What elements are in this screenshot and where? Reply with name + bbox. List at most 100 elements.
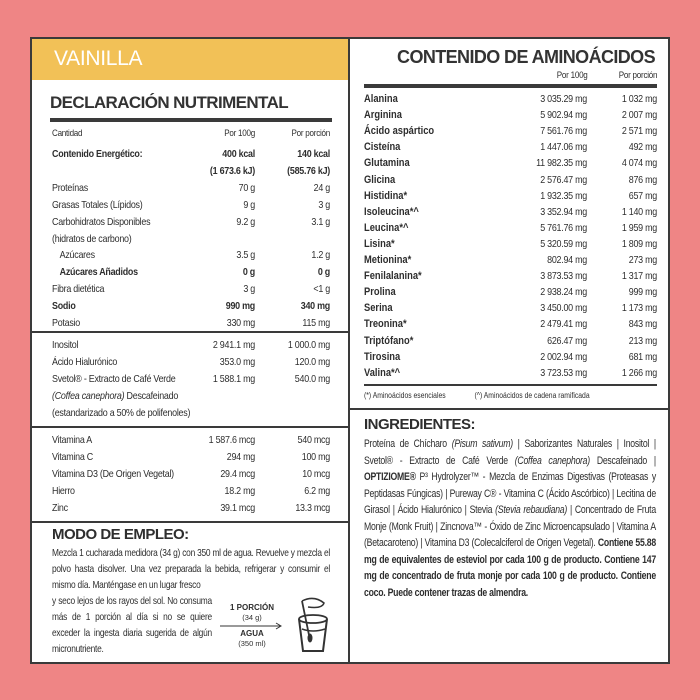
row-label: Cisteína [364,141,401,154]
per-serving-value: 115 mg [302,317,330,329]
usage-text-continued: y seco lejos de los rayos del sol. No co… [52,596,212,655]
per-serving-value: 1 032 mg [621,93,657,105]
row-label: Hierro [52,485,75,497]
ingredient-segment: | Saborizantes Naturales | Inositol | Sv… [364,438,656,467]
per100-value: 2 576.47 mg [540,173,588,186]
table-row: Grasas Totales (Lípidos) 9 g 3 g [52,197,330,214]
row-label: Glutamina [364,157,410,170]
row-label: Azúcares Añadidos [59,266,138,279]
table-row: Vitamina D3 (De Origen Vegetal) 29.4 mcg 1… [52,466,330,483]
per100-value: 294 mg [226,451,256,463]
nutrition-label: VAINILLA DECLARACIÓN NUTRIMENTAL Cantida… [30,37,670,664]
per100-value: 2 938.24 mg [540,286,588,299]
per-serving-value: 657 mg [628,189,658,202]
per100-value: 2 479.41 mg [540,318,588,331]
per-serving-value: 13.3 mcg [295,502,330,514]
table-row: Svetol® - Extracto de Café Verde 1 588.1 … [52,371,330,388]
per-serving-value: 6.2 mg [304,485,330,497]
per-serving-value: 1.2 g [311,249,330,262]
row-label: Svetol® - Extracto de Café Verde [52,373,176,385]
per100-value: 802.94 mg [547,254,588,266]
amino-panel: CONTENIDO DE AMINOÁCIDOS Por 100g Por po… [348,39,670,662]
per-serving-value [256,405,331,422]
row-label: Inositol [52,339,79,351]
per100-value: 3 723.53 mg [540,366,588,379]
row-label: Potasio [52,317,80,329]
per-serving-value: 100 mg [301,451,331,463]
table-row: Prolina 2 938.24 mg 999 mg [364,284,657,300]
per100-value: 3.5 g [236,249,255,262]
row-label: Ácido aspártico [364,125,435,138]
table-row: Tirosina 2 002.94 mg 681 mg [364,349,657,365]
row-label: Zinc [52,502,68,514]
per100-value: 3 g [243,283,255,296]
ingredient-segment: | Concentrado de Fruta Monje (Monk Fruit… [364,504,656,549]
row-label: Fenilalanina* [364,270,422,283]
per100-value: 330 mg [226,317,256,329]
usage-instructions: Mezcla 1 cucharada medidora (34 g) con 3… [52,546,330,658]
table-row: (hidratos de carbono) [52,231,330,248]
per100-value: (1 673.6 kJ) [209,164,255,177]
per-serving-value: 1 317 mg [621,270,657,283]
table-row: Fenilalanina* 3 873.53 mg 1 317 mg [364,268,657,284]
divider [350,408,670,410]
per100-value: 2 941.1 mg [212,339,255,351]
table-row: Fibra dietética 3 g <1 g [52,281,330,298]
per-serving-value: 213 mg [628,334,658,347]
ingredients-title: INGREDIENTES: [364,416,476,433]
row-label: Treonina* [364,318,407,331]
table-row: Cantidad Por 100g Por porción [52,126,330,142]
table-row: Vitamina A 1 587.6 mcg 540 mcg [52,432,330,449]
row-label: Serina [364,302,393,315]
row-label: Fibra dietética [52,283,105,296]
nutrition-panel: VAINILLA DECLARACIÓN NUTRIMENTAL Cantida… [32,39,348,662]
row-label: Prolina [364,286,396,299]
per-serving-value: 24 g [313,181,331,194]
divider [32,426,348,428]
row-label-italic: (Coffea canephora) [52,390,125,402]
per100-value: 990 mg [225,300,255,313]
per100-value: 400 kcal [222,148,255,160]
row-label: Vitamina C [52,451,93,463]
per-serving-value: 1 000.0 mg [287,339,330,351]
per-serving-value: 2 571 mg [621,125,657,138]
per100-value: 5 320.59 mg [540,237,588,250]
per-serving-value: 140 kcal [297,148,330,160]
glass-stirring-icon [298,597,328,652]
per100-value [193,231,255,248]
per100-value: 1 587.6 mcg [208,434,256,446]
table-row: Proteínas 70 g 24 g [52,180,330,197]
ingredient-segment: OPTIZIOME® [364,471,416,483]
table-row: Sodio 990 mg 340 mg [52,298,330,315]
per-serving-value: (585.76 kJ) [287,164,330,177]
per-serving-value: Por porción [291,128,331,139]
per100-header: Por 100g [556,70,588,81]
per-serving-value [255,231,330,248]
water-amount: (350 ml) [238,639,266,648]
per100-value: 9.2 g [236,215,255,228]
row-label: Contenido Energético: [52,148,143,160]
per-serving-value: 3.1 g [311,215,330,228]
row-label: Sodio [52,300,76,313]
per100-value: 11 982.35 mg [536,157,588,170]
per100-value: 29.4 mcg [220,468,255,480]
amino-title: CONTENIDO DE AMINOÁCIDOS [397,47,656,67]
per100-value: 3 873.53 mg [540,270,588,283]
table-row: Vitamina C 294 mg 100 mg [52,449,330,466]
per-serving-value: 340 mg [300,300,330,313]
per100-value: 0 g [242,266,255,279]
amino-header: Por 100g Por porción [364,69,658,82]
table-row: Arginina 5 902.94 mg 2 007 mg [364,107,657,123]
per-serving-value: 10 mcg [302,468,330,480]
per-serving-header: Por porción [618,70,658,81]
per100-value: 70 g [238,181,256,194]
serving-label: 1 PORCIÓN [229,603,274,612]
serving-diagram: 1 PORCIÓN (34 g) AGUA (350 ml) [222,603,282,649]
per-serving-value: 876 mg [628,173,658,186]
table-row: Histidina* 1 932.35 mg 657 mg [364,188,657,204]
row-label: Isoleucina*^ [364,205,419,218]
divider [364,84,657,88]
divider [50,118,332,122]
row-label: Tirosina [364,350,401,363]
divider [32,521,348,523]
